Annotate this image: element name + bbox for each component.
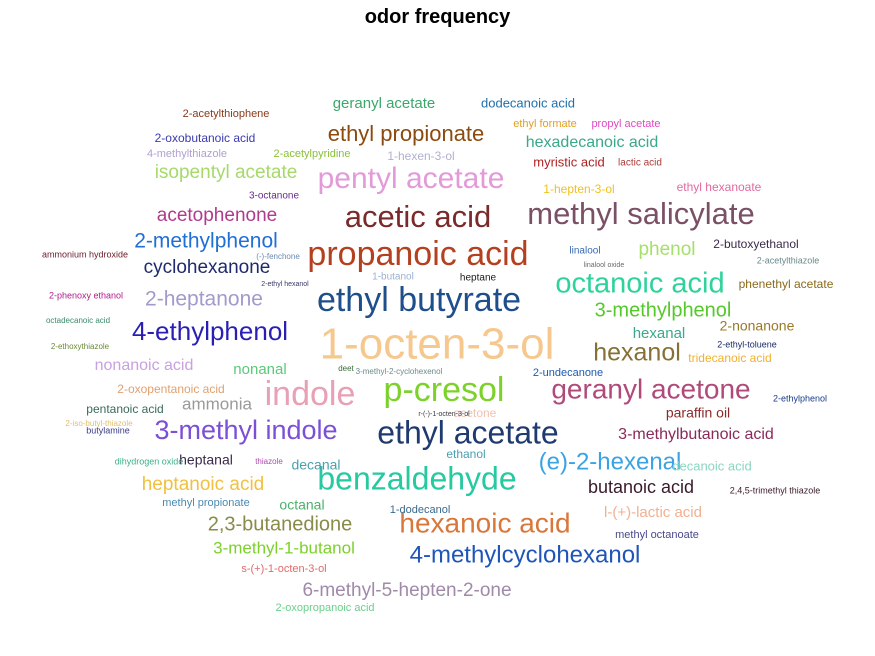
word-38: nonanal [233, 361, 286, 378]
word-37: hexanal [633, 325, 686, 342]
word-61: s-(+)-1-octen-3-ol [241, 563, 326, 575]
word-82: 2-iso-butyl-thiazole [65, 419, 133, 428]
word-35: l-(+)-lactic acid [604, 504, 702, 521]
word-86: 3-methyl-2-cyclohexenol [356, 367, 443, 376]
word-32: hexadecanoic acid [526, 134, 659, 151]
word-25: cyclohexanone [144, 257, 271, 278]
word-43: octanal [279, 497, 324, 513]
word-62: 1-dodecanol [390, 504, 451, 516]
word-28: heptanoic acid [142, 474, 265, 495]
word-4: p-cresol [384, 371, 505, 409]
word-0: 1-octen-3-ol [320, 320, 555, 369]
word-46: decanoic acid [672, 458, 752, 473]
word-71: linalool [569, 246, 600, 257]
word-47: tridecanoic acid [688, 351, 771, 365]
word-50: ethyl hexanoate [677, 180, 762, 194]
word-33: 3-methylbutanoic acid [618, 426, 774, 443]
word-39: heptanal [179, 452, 233, 468]
word-16: (e)-2-hexenal [539, 448, 682, 475]
word-13: 3-methyl indole [154, 415, 337, 445]
word-83: 2-ethoxythiazole [51, 342, 110, 351]
word-36: geranyl acetate [333, 95, 436, 112]
word-48: 2-butoxyethanol [713, 237, 798, 251]
word-63: 2-undecanone [533, 367, 603, 379]
word-2: propanoic acid [307, 235, 528, 273]
word-21: 3-methylphenol [595, 299, 732, 321]
word-72: 1-butanol [372, 272, 414, 283]
word-53: 2-oxopentanoic acid [117, 382, 224, 396]
word-77: 2-ethyl-toluene [717, 339, 777, 349]
word-40: 2-nonanone [720, 318, 795, 334]
word-15: hexanol [593, 339, 681, 367]
word-54: pentanoic acid [86, 402, 163, 416]
word-78: 2,4,5-trimethyl thiazole [730, 485, 821, 495]
word-42: decanal [291, 457, 340, 473]
word-90: 2-ethyl hexanol [261, 281, 309, 288]
word-7: acetic acid [345, 199, 491, 234]
word-88: (-)-fenchone [256, 252, 300, 261]
word-30: 3-methyl-1-butanol [213, 538, 355, 557]
word-91: r-(-)-1-octen-3-ol [418, 411, 470, 418]
word-3: indole [265, 375, 356, 413]
word-44: dodecanoic acid [481, 95, 575, 110]
word-31: ammonia [182, 394, 252, 413]
word-34: nonanoic acid [95, 357, 194, 374]
word-55: 1-hexen-3-ol [387, 149, 454, 163]
word-20: 2-heptanone [145, 288, 263, 311]
word-68: propyl acetate [591, 118, 660, 130]
word-24: acetophenone [157, 205, 277, 226]
word-26: isopentyl acetate [155, 162, 298, 183]
word-76: 2-ethylphenol [773, 393, 827, 403]
word-41: paraffin oil [666, 405, 730, 421]
word-56: ethanol [446, 447, 485, 461]
word-64: 2-acetylthiophene [183, 108, 270, 120]
word-18: ethyl propionate [328, 121, 485, 146]
word-12: hexanoic acid [399, 507, 570, 538]
word-9: pentyl acetate [318, 162, 505, 195]
word-49: phenethyl acetate [739, 277, 834, 291]
word-69: lactic acid [618, 158, 662, 169]
word-57: acetone [454, 406, 497, 420]
word-27: phenol [638, 239, 695, 260]
word-1: ethyl butyrate [317, 281, 521, 319]
word-85: thiazole [255, 457, 283, 466]
word-65: 2-acetylpyridine [273, 148, 350, 160]
word-81: dihydrogen oxide [115, 456, 184, 466]
word-70: 3-octanone [249, 191, 299, 202]
word-6: benzaldehyde [317, 460, 516, 496]
word-74: ammonium hydroxide [42, 249, 128, 259]
word-11: geranyl acetone [551, 373, 750, 404]
word-84: octadecanoic acid [46, 316, 110, 325]
word-14: 4-ethylphenol [132, 316, 288, 346]
word-10: octanoic acid [555, 268, 724, 300]
word-87: deet [338, 364, 354, 373]
word-80: butylamine [86, 425, 130, 435]
word-19: 2-methylphenol [134, 230, 278, 253]
word-17: 4-methylcyclohexanol [410, 541, 641, 568]
word-51: 1-hepten-3-ol [543, 182, 614, 196]
word-79: 2-acetylthiazole [757, 255, 820, 265]
word-73: heptane [460, 273, 497, 284]
word-60: 2-oxopropanoic acid [275, 602, 374, 614]
word-66: 4-methylthiazole [147, 148, 227, 160]
word-59: methyl octanoate [615, 529, 699, 541]
word-89: linalool oxide [584, 262, 625, 269]
word-52: 2-oxobutanoic acid [155, 131, 256, 145]
word-23: 6-methyl-5-hepten-2-one [302, 580, 511, 601]
word-5: ethyl acetate [377, 414, 558, 450]
word-29: butanoic acid [588, 477, 694, 497]
word-45: myristic acid [533, 154, 605, 169]
word-67: ethyl formate [513, 118, 577, 130]
word-22: 2,3-butanedione [208, 513, 353, 535]
word-8: methyl salicylate [527, 196, 754, 231]
word-75: 2-phenoxy ethanol [49, 290, 123, 300]
word-58: methyl propionate [162, 497, 249, 509]
chart-title: odor frequency [364, 6, 511, 28]
